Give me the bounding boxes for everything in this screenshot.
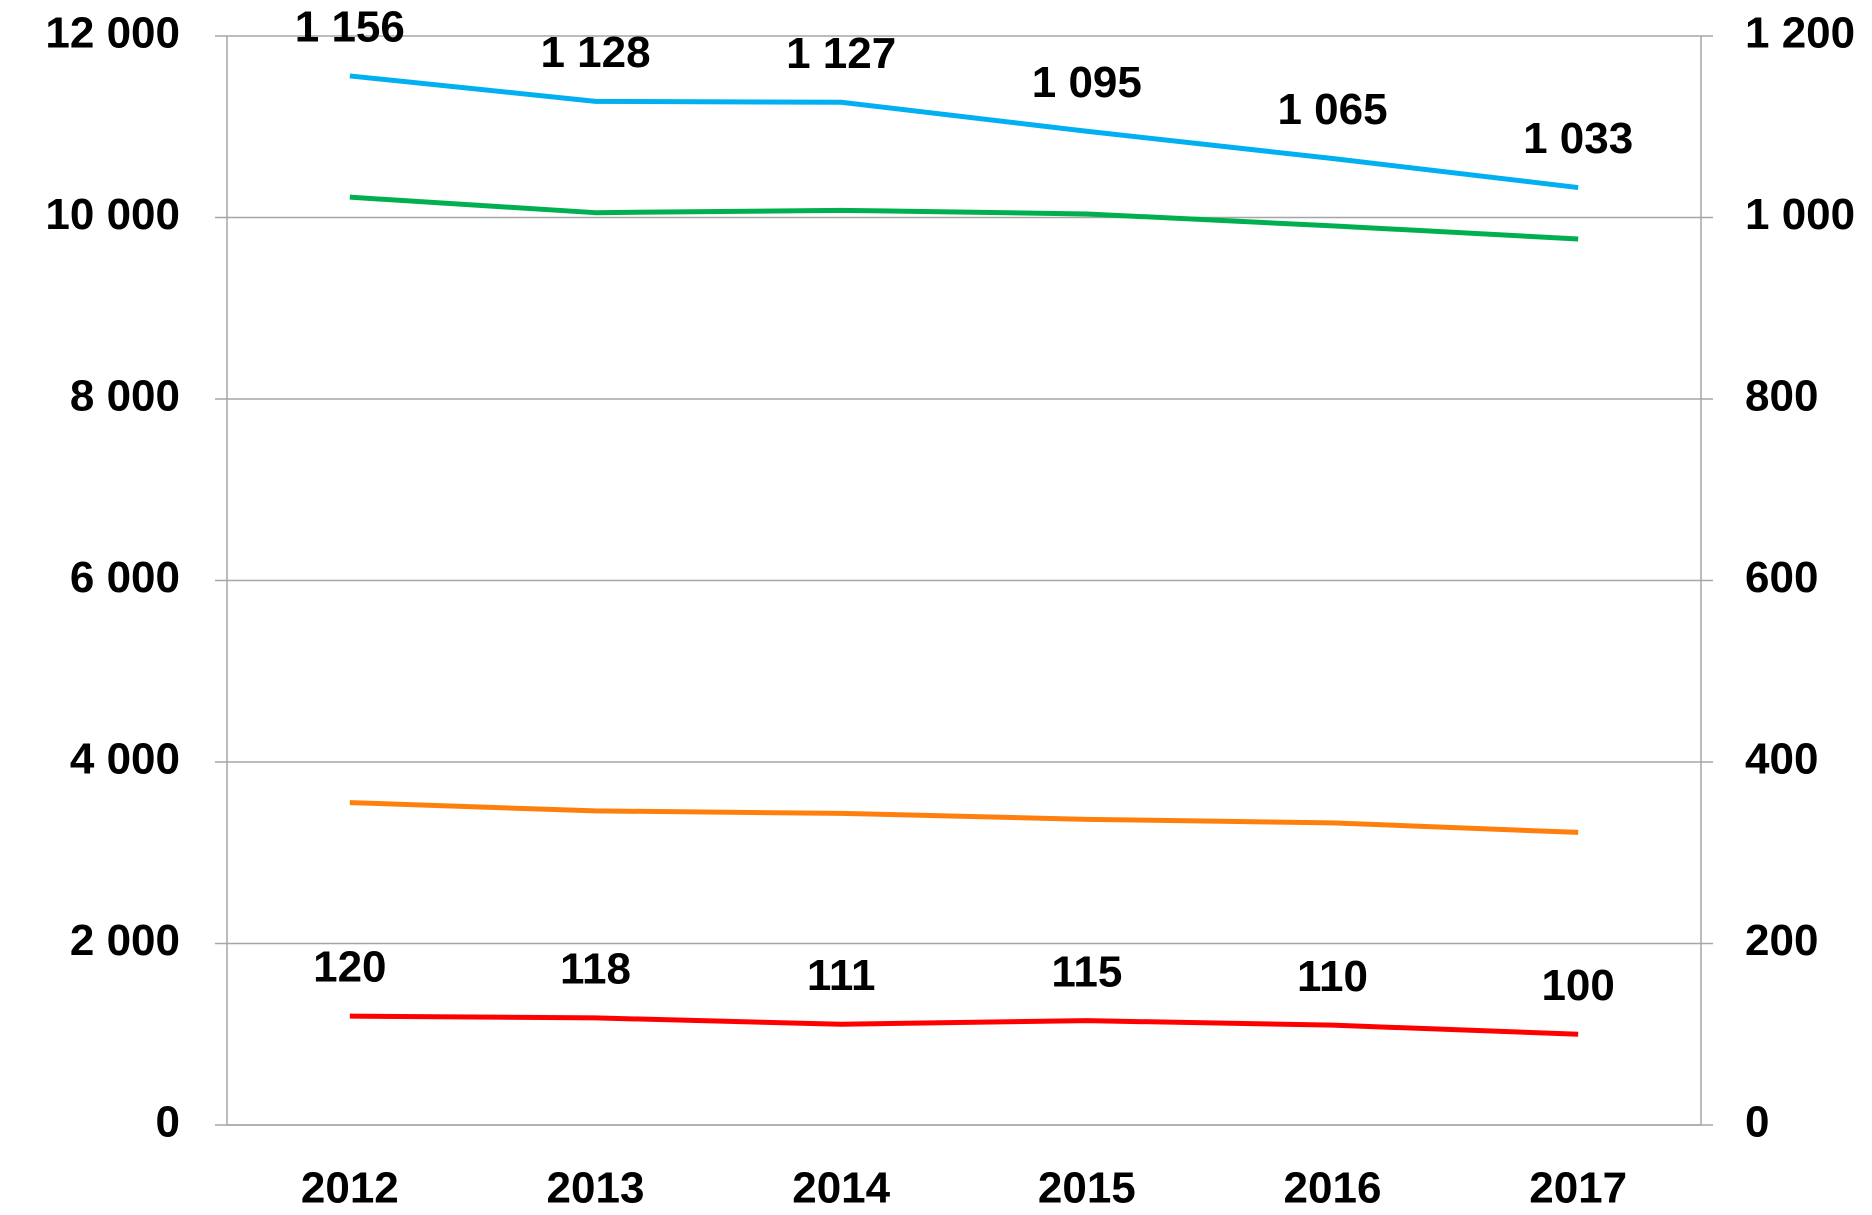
data-label: 1 095: [1032, 58, 1142, 107]
y2-tick-label: 1 200: [1745, 9, 1855, 58]
x-tick-label: 2014: [792, 1164, 890, 1210]
y-tick-label: 10 000: [45, 190, 180, 239]
y2-tick-label: 400: [1745, 735, 1818, 784]
x-tick-label: 2012: [301, 1164, 399, 1210]
y2-tick-label: 0: [1745, 1098, 1769, 1147]
x-tick-label: 2013: [547, 1164, 645, 1210]
data-label: 111: [807, 951, 876, 1000]
data-label: 100: [1541, 961, 1614, 1010]
x-tick-label: 2017: [1529, 1164, 1627, 1210]
y-tick-label: 4 000: [70, 735, 180, 784]
y-tick-label: 6 000: [70, 553, 180, 602]
y-tick-label: 2 000: [70, 916, 180, 965]
series-line: [349, 1013, 1579, 1037]
y-tick-label: 0: [156, 1098, 180, 1147]
data-label: 1 128: [540, 28, 650, 77]
data-label: 110: [1297, 952, 1368, 1001]
x-tick-label: 2015: [1038, 1164, 1136, 1210]
y2-tick-label: 1 000: [1745, 190, 1855, 239]
data-label: 1 127: [786, 29, 896, 78]
data-label: 118: [560, 945, 631, 994]
data-label: 1 065: [1277, 85, 1387, 134]
y2-tick-label: 200: [1745, 916, 1818, 965]
data-label: 120: [313, 943, 386, 992]
y-tick-label: 12 000: [45, 9, 180, 58]
y2-tick-label: 600: [1745, 553, 1818, 602]
data-label: 115: [1051, 947, 1122, 996]
y-tick-label: 8 000: [70, 372, 180, 421]
series-line: [349, 194, 1579, 242]
series-line: [349, 73, 1579, 191]
y2-tick-label: 800: [1745, 372, 1818, 421]
x-tick-label: 2016: [1284, 1164, 1382, 1210]
data-label: 1 156: [295, 3, 405, 52]
data-label: 1 033: [1523, 114, 1633, 163]
series-line: [349, 800, 1579, 835]
